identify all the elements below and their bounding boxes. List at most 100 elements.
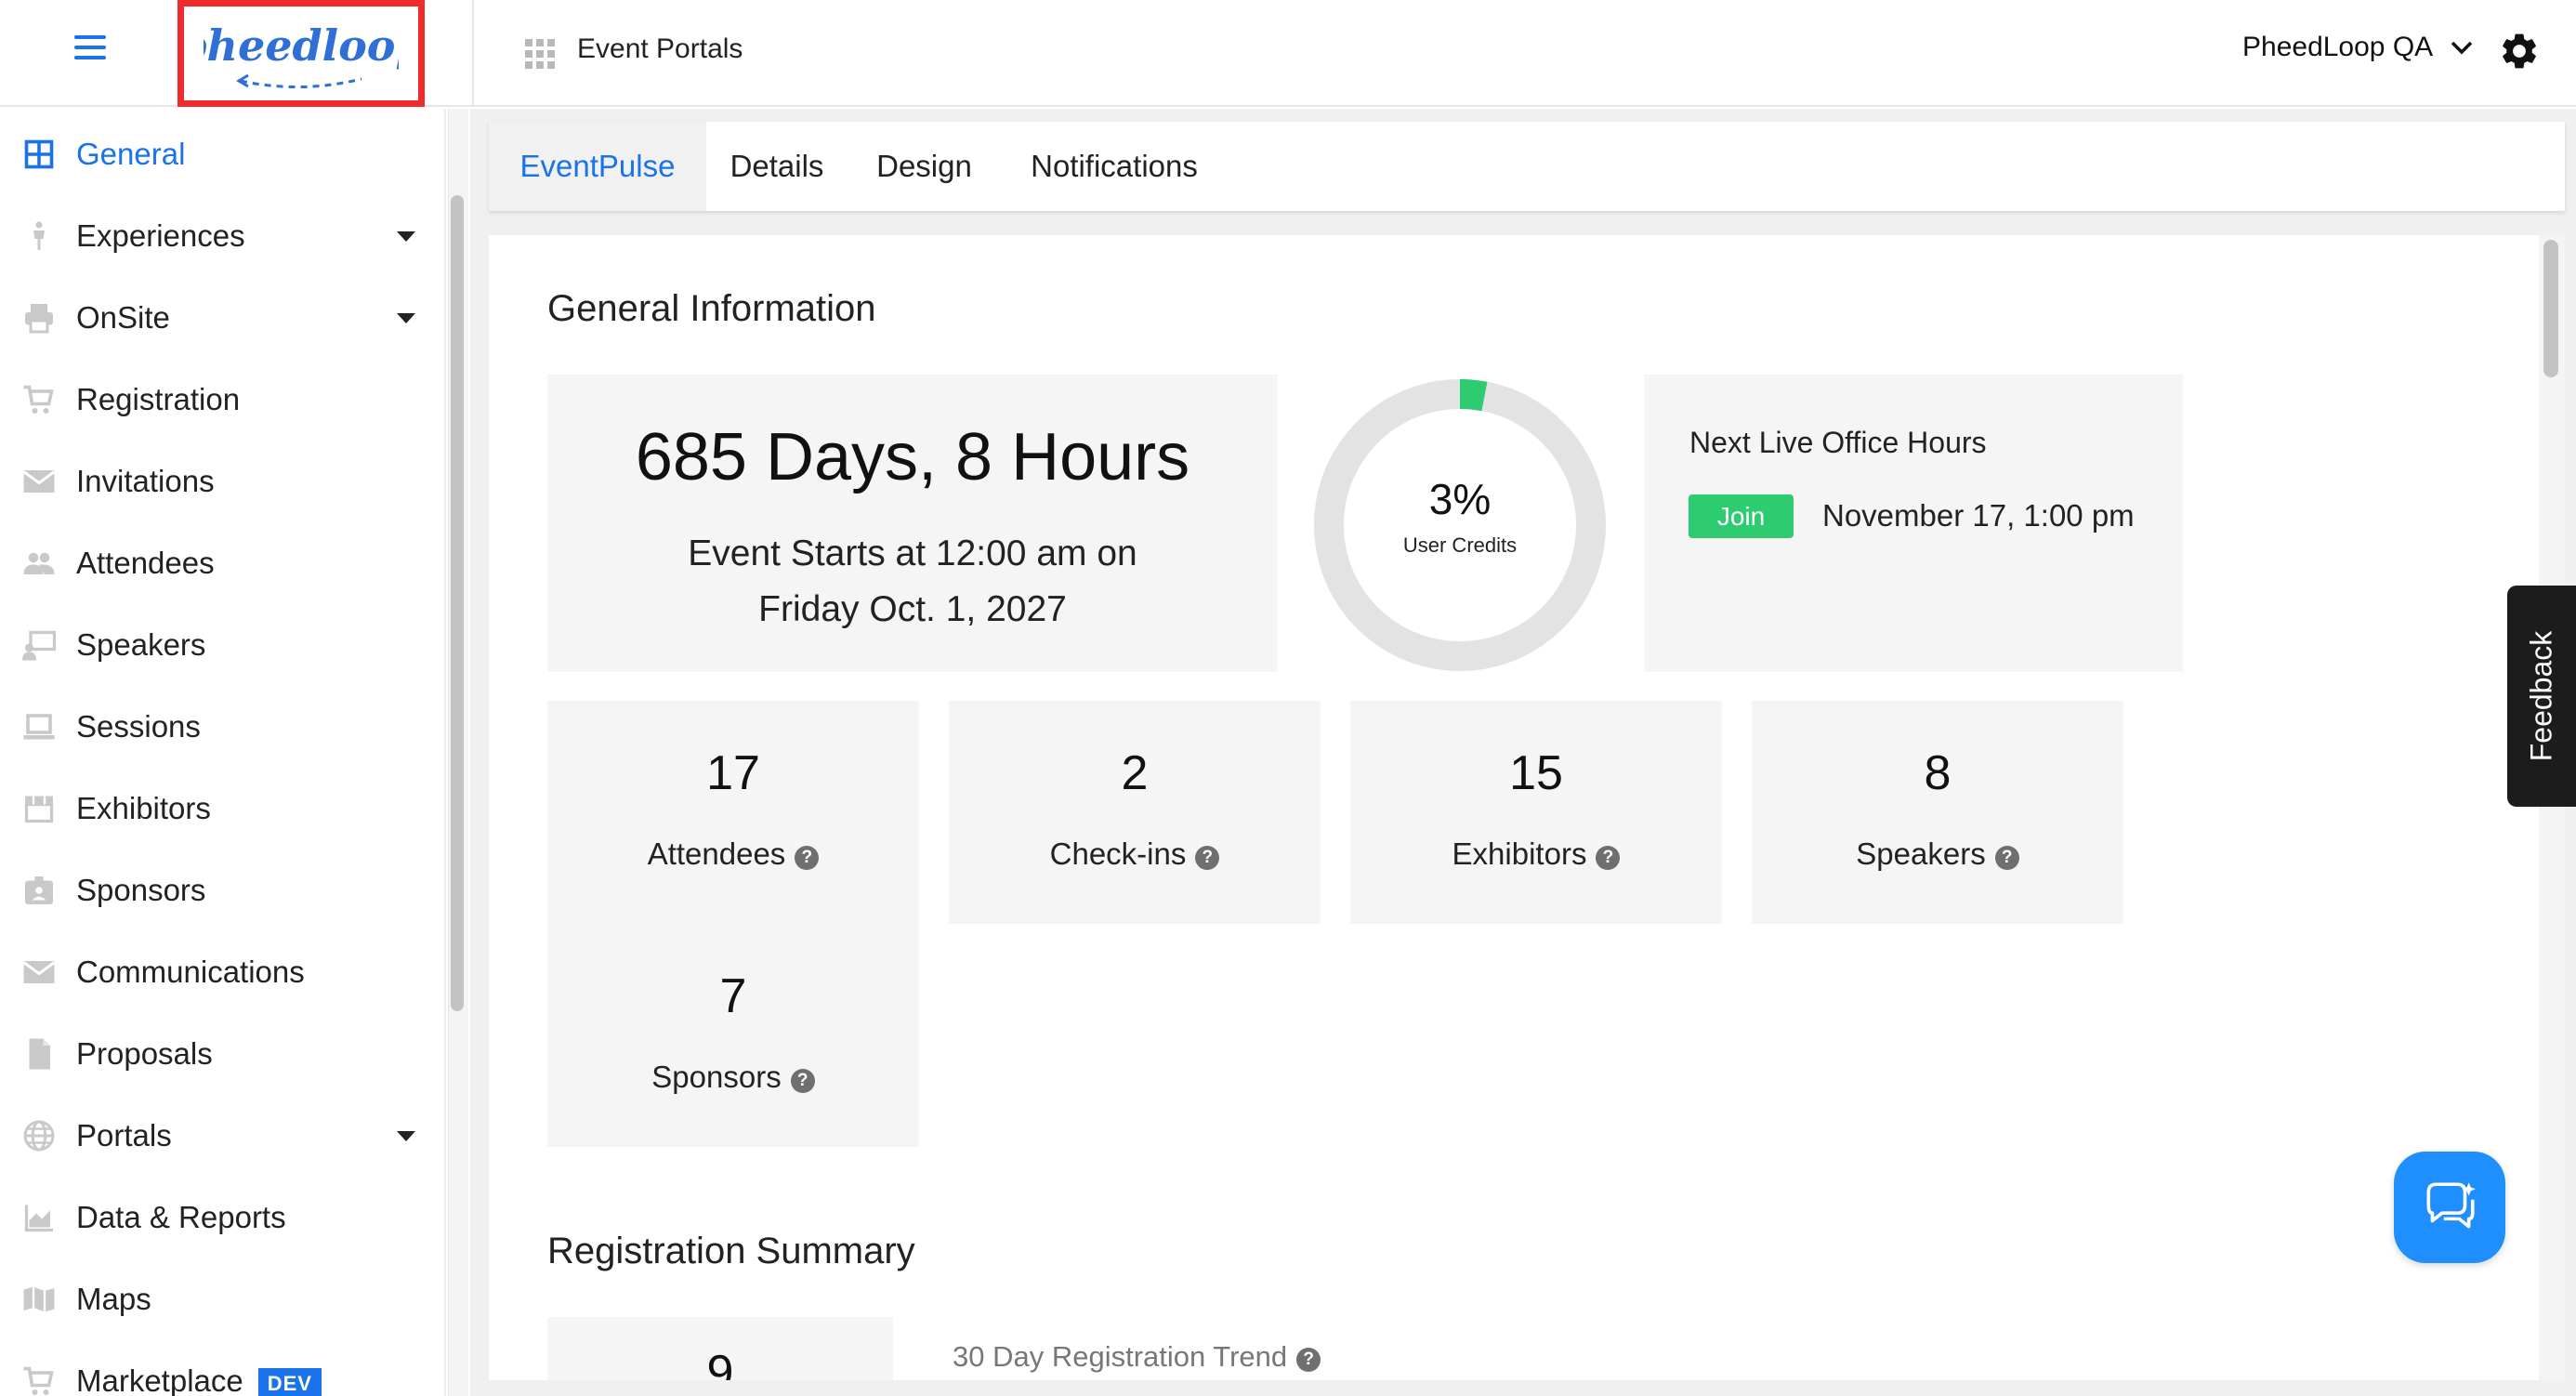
sidebar-item-label: Data & Reports <box>76 1200 286 1234</box>
sidebar-item-experiences[interactable]: Experiences <box>0 199 437 273</box>
dev-badge: DEV <box>257 1368 322 1396</box>
sidebar-item-label: Experiences <box>76 218 245 253</box>
stat-card-exhibitors: 15 Exhibitors? <box>1350 701 1722 924</box>
stat-label-text: Speakers <box>1856 836 1986 871</box>
badge-icon <box>20 872 58 909</box>
registration-summary-title: Registration Summary <box>547 1231 915 1271</box>
stat-label-text: Check-ins <box>1049 836 1187 871</box>
org-switcher[interactable]: PheedLoop QA <box>2242 32 2474 63</box>
content-scrollbar-thumb[interactable] <box>2543 240 2558 377</box>
feedback-tab[interactable]: Feedback <box>2507 586 2576 807</box>
help-icon[interactable]: ? <box>795 846 820 870</box>
registration-trend-text: 30 Day Registration Trend <box>953 1340 1288 1373</box>
countdown-value: 685 Days, 8 Hours <box>635 420 1190 494</box>
sidebar-item-communications[interactable]: Communications <box>0 935 437 1009</box>
person-icon <box>20 217 58 255</box>
menu-icon[interactable] <box>74 35 106 67</box>
pheedloop-logo-icon: pheedloop <box>204 20 399 88</box>
sidebar-item-sponsors[interactable]: Sponsors <box>0 853 437 928</box>
stat-value: 7 <box>719 969 747 1023</box>
stat-label: Speakers? <box>1752 836 2123 872</box>
topbar-divider <box>472 0 474 107</box>
sidebar-item-label: Sponsors <box>76 873 206 907</box>
join-button[interactable]: Join <box>1689 494 1794 538</box>
gear-icon[interactable] <box>2498 30 2541 72</box>
stat-label: Check-ins? <box>949 836 1321 872</box>
sidebar-item-general[interactable]: General <box>0 117 437 191</box>
org-name: PheedLoop QA <box>2242 32 2434 62</box>
caret-down-icon <box>397 231 415 242</box>
registration-count-card: 9 <box>547 1317 893 1380</box>
sidebar-item-marketplace[interactable]: Marketplace DEV <box>0 1344 437 1396</box>
sidebar-item-label: Marketplace DEV <box>76 1363 322 1396</box>
cart-icon <box>20 1363 58 1396</box>
content-scrollbar-track[interactable] <box>2539 235 2565 1380</box>
sidebar-item-label: Invitations <box>76 464 215 498</box>
help-icon[interactable]: ? <box>790 1069 815 1093</box>
stat-label-text: Exhibitors <box>1452 836 1587 871</box>
stat-card-checkins: 2 Check-ins? <box>949 701 1321 924</box>
sidebar-item-invitations[interactable]: Invitations <box>0 444 437 519</box>
sidebar-item-label: Attendees <box>76 546 215 580</box>
laptop-icon <box>20 708 58 745</box>
tab-design[interactable]: Design <box>876 149 972 183</box>
sidebar-item-label-text: Marketplace <box>76 1363 243 1396</box>
portal-title: Event Portals <box>577 33 743 64</box>
sidebar-item-proposals[interactable]: Proposals <box>0 1017 437 1091</box>
help-icon[interactable]: ? <box>1994 846 2019 870</box>
sidebar-item-label: Maps <box>76 1282 151 1316</box>
people-icon <box>20 545 58 582</box>
stat-label-text: Attendees <box>647 836 786 871</box>
stat-label: Attendees? <box>547 836 919 872</box>
logo[interactable]: pheedloop <box>177 0 425 107</box>
tab-eventpulse[interactable]: EventPulse <box>489 122 706 211</box>
sidebar: General Experiences OnSite Registration … <box>0 109 446 1396</box>
stat-card-speakers: 8 Speakers? <box>1752 701 2123 924</box>
donut-fill <box>1314 379 1606 671</box>
sidebar-item-label: Communications <box>76 955 305 989</box>
help-icon[interactable]: ? <box>1195 846 1220 870</box>
stat-value: 2 <box>1121 746 1149 800</box>
sidebar-item-label: Sessions <box>76 709 201 744</box>
sidebar-item-exhibitors[interactable]: Exhibitors <box>0 771 437 846</box>
sidebar-item-onsite[interactable]: OnSite <box>0 281 437 355</box>
feedback-label: Feedback <box>2524 630 2558 762</box>
sidebar-item-label: Portals <box>76 1118 172 1152</box>
printer-icon <box>20 299 58 336</box>
document-icon <box>20 1035 58 1073</box>
apps-grid-icon[interactable] <box>525 39 555 69</box>
tab-bar: EventPulse Details Design Notifications <box>489 122 2565 211</box>
sidebar-item-data-reports[interactable]: Data & Reports <box>0 1180 437 1255</box>
sidebar-item-attendees[interactable]: Attendees <box>0 526 437 600</box>
stat-card-attendees: 17 Attendees? <box>547 701 919 924</box>
cart-icon <box>20 381 58 418</box>
globe-icon <box>20 1117 58 1154</box>
office-hours-title: Next Live Office Hours <box>1689 426 1987 459</box>
stat-value: 17 <box>706 746 760 800</box>
stat-label-text: Sponsors <box>651 1060 782 1094</box>
sidebar-item-label: Exhibitors <box>76 791 211 825</box>
chat-bubble-icon <box>2426 1182 2476 1229</box>
sidebar-item-speakers[interactable]: Speakers <box>0 608 437 682</box>
stat-label: Exhibitors? <box>1350 836 1722 872</box>
tab-notifications[interactable]: Notifications <box>1031 149 1198 183</box>
countdown-card: 685 Days, 8 Hours Event Starts at 12:00 … <box>547 375 1278 672</box>
sidebar-scrollbar-thumb[interactable] <box>451 195 464 1011</box>
office-hours-date: November 17, 1:00 pm <box>1822 498 2135 533</box>
sidebar-item-portals[interactable]: Portals <box>0 1099 437 1173</box>
sidebar-item-sessions[interactable]: Sessions <box>0 690 437 764</box>
user-credits-donut <box>1314 379 1606 671</box>
sidebar-item-label: General <box>76 137 186 171</box>
sidebar-item-maps[interactable]: Maps <box>0 1262 437 1337</box>
help-icon[interactable]: ? <box>1596 846 1621 870</box>
sidebar-item-label: OnSite <box>76 300 170 335</box>
stat-value: 15 <box>1509 746 1563 800</box>
tab-details[interactable]: Details <box>729 149 824 183</box>
help-icon[interactable]: ? <box>1296 1348 1321 1372</box>
sidebar-item-registration[interactable]: Registration <box>0 362 437 437</box>
user-credits-label: User Credits <box>1402 533 1518 557</box>
event-start-line-2: Friday Oct. 1, 2027 <box>758 589 1067 629</box>
chat-button[interactable] <box>2394 1152 2505 1263</box>
registration-count: 9 <box>706 1346 734 1380</box>
donut-track <box>1314 379 1606 671</box>
